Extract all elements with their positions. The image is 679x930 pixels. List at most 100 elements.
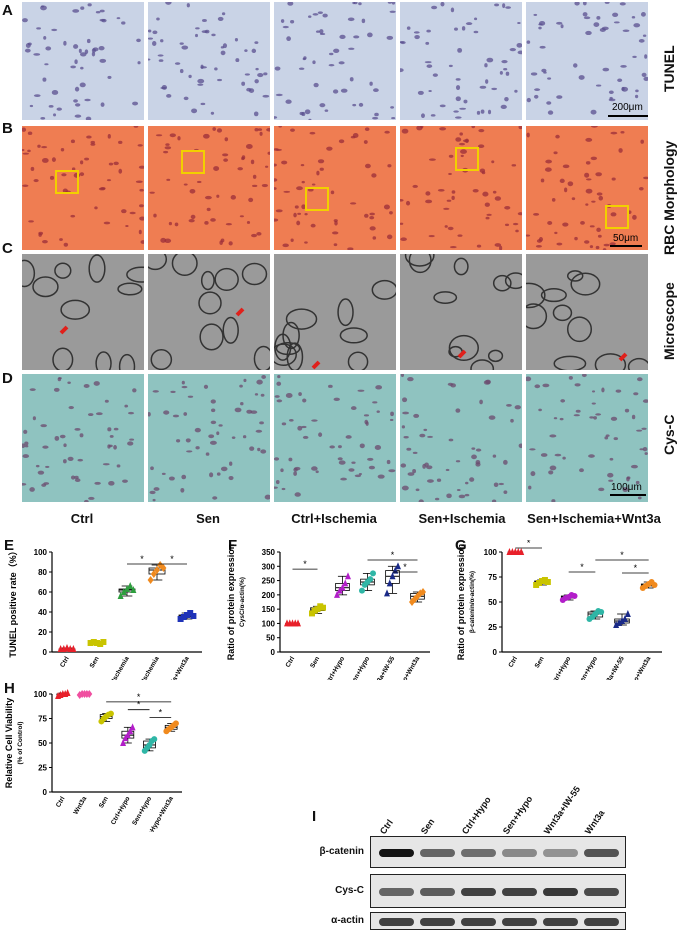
data-point: [124, 731, 131, 739]
micrograph-tunel-2: [148, 2, 270, 120]
blot-band: [420, 918, 455, 926]
x-tick-label: Ctrl+Hypo: [110, 795, 132, 826]
x-tick-label: Sen: [309, 655, 321, 669]
data-point: [345, 572, 351, 580]
x-tick-label: Ctrl+Ischemia: [103, 655, 131, 680]
blot-band: [420, 888, 455, 896]
data-point: [147, 576, 154, 584]
lane-label: Wnt3a+IW-55: [541, 784, 583, 836]
micrograph-cysc-2: [148, 374, 270, 502]
blot-strip: [370, 912, 626, 930]
chart-e-tunel-positive-rate: 0 20 40 60 80 100 TUNEL positive rate（%） Ctrl Se…: [8, 546, 202, 680]
data-point: [76, 690, 83, 699]
micrograph-em-3: [274, 254, 396, 370]
panel-letter-h: H: [4, 680, 15, 697]
data-point: [414, 592, 421, 601]
data-point: [616, 619, 623, 626]
blot-band: [461, 849, 496, 857]
y-axis-label: Relative Cell Viability: [4, 698, 14, 788]
row-label-tunel: TUNEL: [661, 45, 677, 92]
data-point: [295, 619, 301, 627]
y-tick-label: 75: [38, 715, 47, 724]
data-point: [619, 617, 625, 624]
column-label-sen: Sen: [196, 511, 220, 526]
data-point: [367, 576, 374, 583]
chart-f-cysc-expression: 0 50 100 150 200 250 300 350 Ratio of protein ex…: [226, 544, 430, 680]
y-tick-label: 0: [43, 648, 48, 657]
row-label-cys-c: Cys-C: [661, 414, 677, 455]
y-tick-label: 50: [488, 598, 497, 607]
blot-band: [543, 849, 578, 857]
panel-letter-a: A: [2, 2, 13, 19]
blot-strip: [370, 836, 626, 868]
data-point: [544, 579, 551, 585]
micrograph-cysc-4: [400, 374, 522, 502]
y-tick-label: 75: [488, 573, 497, 582]
blot-band: [461, 888, 496, 896]
micrograph-em-2: [148, 254, 270, 370]
data-point: [336, 586, 343, 594]
significance-label: *: [159, 708, 163, 718]
data-point: [172, 720, 179, 727]
y-axis-label: TUNEL positive rate（%）: [8, 546, 18, 657]
lane-label: Ctrl+Hypo: [459, 794, 493, 836]
x-tick-label: Wnt3a: [72, 795, 88, 816]
data-point: [100, 639, 107, 645]
micrograph-tunel-3: [274, 2, 396, 120]
chart-h-cell-viability: 0 25 50 75 100 Relative Cell Viability (% of C…: [4, 689, 182, 832]
blot-band: [502, 849, 537, 857]
blot-band: [502, 888, 537, 896]
data-point: [127, 582, 134, 589]
blot-band: [379, 849, 414, 857]
data-point: [651, 582, 658, 588]
data-point: [395, 562, 401, 570]
data-point: [190, 613, 197, 619]
significance-label: *: [137, 700, 141, 710]
scale-label-b: 50μm: [613, 233, 639, 244]
significance-label: *: [140, 554, 144, 564]
micrograph-rbc-1: [22, 126, 144, 250]
blot-band: [584, 888, 619, 896]
x-tick-label: Ctrl: [59, 655, 71, 668]
scale-bar-d: [610, 494, 646, 496]
y-tick-label: 200: [262, 591, 276, 600]
data-point: [130, 586, 137, 593]
data-point: [598, 609, 605, 615]
micrograph-rbc-2: [148, 126, 270, 250]
data-point: [184, 612, 190, 618]
y-axis-label: Ratio of protein expression: [456, 544, 466, 661]
significance-label: *: [391, 550, 395, 560]
data-point: [320, 604, 326, 611]
y-tick-label: 0: [493, 648, 498, 657]
x-tick-label: Sen+Ischemia: [133, 655, 161, 680]
data-point: [129, 723, 136, 731]
data-point: [120, 739, 127, 746]
blot-band: [420, 849, 455, 857]
column-label-ctrl: Ctrl: [70, 511, 94, 526]
blot-band: [584, 918, 619, 926]
micrograph-rbc-4: [400, 126, 522, 250]
column-label-sen-ischemia-wnt3a: Sen+Ischemia+Wnt3a: [527, 511, 661, 526]
significance-label: *: [527, 540, 531, 548]
panel-letter-f: F: [228, 537, 238, 554]
data-point: [94, 640, 100, 646]
x-tick-label: Ctrl: [55, 795, 67, 808]
significance-label: *: [170, 554, 174, 564]
y-tick-label: 350: [262, 548, 276, 557]
data-point: [339, 583, 346, 591]
panel-letter-b: B: [2, 120, 13, 137]
data-point: [359, 587, 365, 594]
blot-row-label: Cys-C: [335, 885, 364, 896]
y-tick-label: 100: [34, 548, 48, 557]
x-tick-label: Ctrl+Hypo: [551, 655, 573, 680]
micrograph-rbc-5: [526, 126, 648, 250]
significance-label: *: [634, 563, 638, 573]
x-tick-label: Ctrl+Hypo: [325, 655, 347, 680]
data-point: [150, 570, 157, 578]
data-point: [386, 579, 393, 587]
row-label-rbc-morphology: RBC Morphology: [661, 140, 677, 255]
data-point: [370, 570, 376, 577]
x-tick-label: Sen+Hypo: [131, 795, 153, 826]
micrograph-cysc-5: [526, 374, 648, 502]
data-point: [187, 610, 194, 616]
